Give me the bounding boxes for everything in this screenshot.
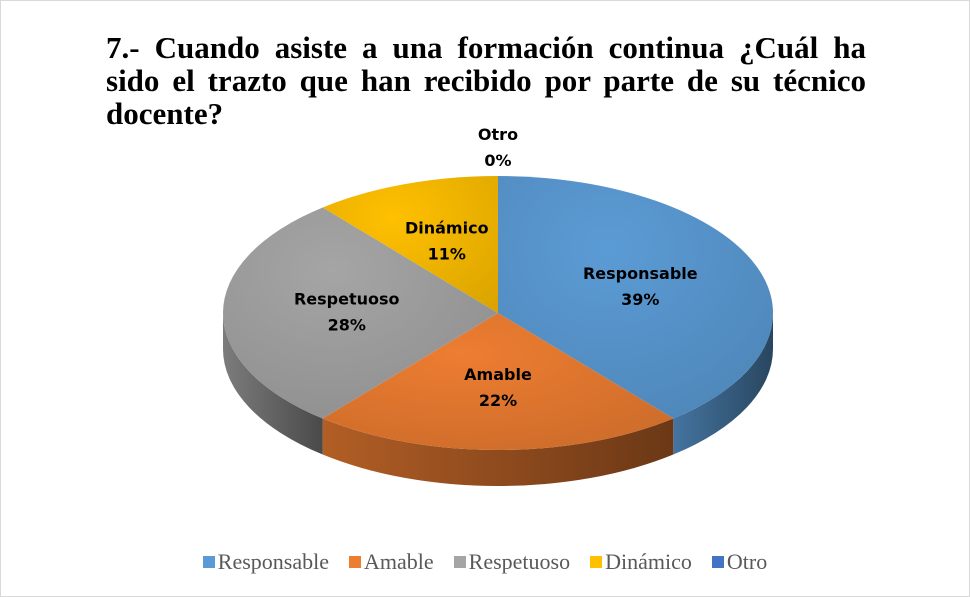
data-label-name: Amable <box>464 365 532 384</box>
data-label-name: Responsable <box>583 264 698 283</box>
data-label-name: Otro <box>478 125 518 144</box>
slice <box>322 176 498 313</box>
legend-swatch <box>453 556 466 568</box>
legend-label: Amable <box>364 549 434 574</box>
legend-label: Dinámico <box>605 549 692 574</box>
data-label-value: 22% <box>479 391 517 410</box>
chart-title: 7.- Cuando asiste a una formación contin… <box>106 30 866 131</box>
slice-side <box>673 313 773 455</box>
data-label-value: 28% <box>328 316 366 335</box>
slice-side <box>322 418 674 486</box>
legend-swatch <box>349 556 361 568</box>
legend-swatch <box>590 556 603 568</box>
data-label-name: Respetuoso <box>294 290 400 309</box>
legend-swatch <box>202 556 215 568</box>
legend: Responsable Amable Respetuoso Dinámico Otro <box>1 549 969 575</box>
legend-label: Respetuoso <box>468 549 571 574</box>
legend-swatch <box>711 556 724 568</box>
data-label-value: 11% <box>428 245 466 264</box>
legend-item: Dinámico <box>590 549 692 575</box>
legend-item: Amable <box>349 549 434 575</box>
data-label-value: 39% <box>621 290 659 309</box>
legend-label: Responsable <box>217 549 329 574</box>
legend-item: Otro <box>711 549 768 575</box>
legend-item: Respetuoso <box>453 549 571 575</box>
slice <box>498 176 774 419</box>
slice <box>322 313 674 450</box>
legend-label: Otro <box>726 549 768 574</box>
slice-side <box>223 313 323 455</box>
slice <box>223 207 499 419</box>
data-label-name: Dinámico <box>405 219 489 238</box>
data-label-value: 0% <box>484 151 511 170</box>
legend-item: Responsable <box>202 549 329 575</box>
